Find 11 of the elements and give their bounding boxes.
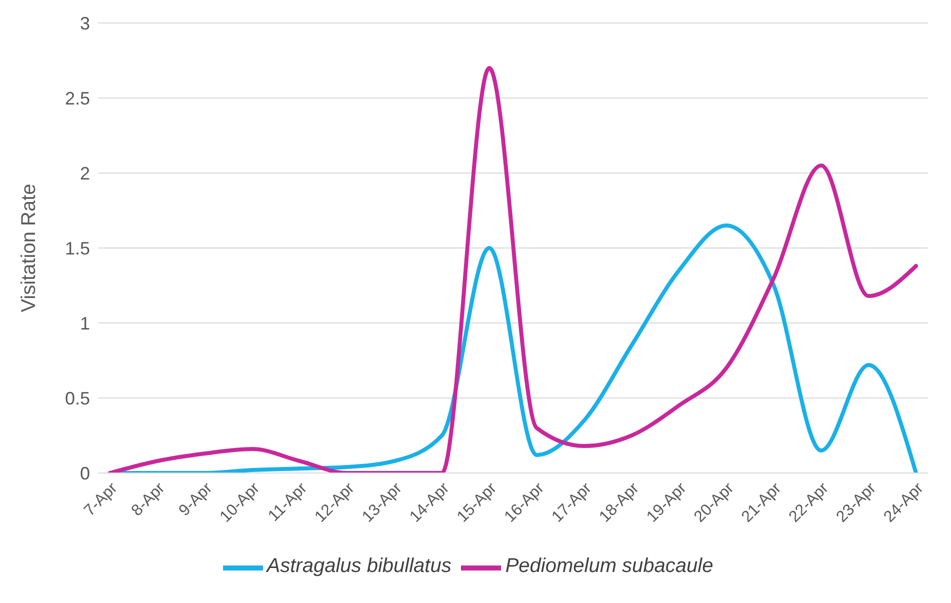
- y-tick-label: 3: [80, 13, 90, 34]
- y-axis-title: Visitation Rate: [18, 184, 40, 312]
- line-series: [108, 66, 918, 473]
- legend-label: Pediomelum subacaule: [505, 555, 714, 578]
- y-tick-label: 0: [80, 463, 90, 484]
- legend-label: Astragalus bibullatus: [266, 555, 452, 578]
- y-tick-label: 2.5: [64, 88, 90, 108]
- y-tick-label: 1: [80, 313, 90, 334]
- y-tick-label: 1.5: [64, 238, 90, 258]
- y-tick-label: 2: [80, 163, 90, 184]
- y-tick-label: 0.5: [64, 388, 90, 408]
